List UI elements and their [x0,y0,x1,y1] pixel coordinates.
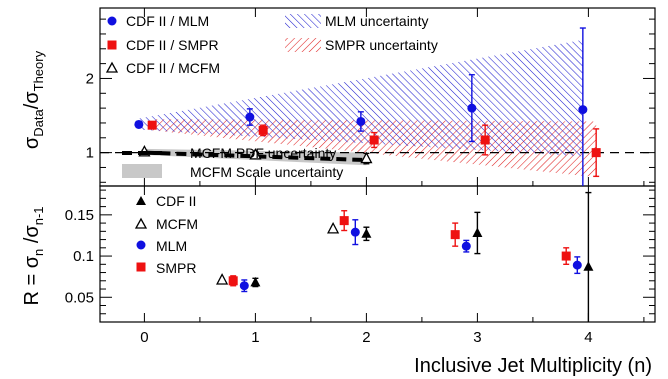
legend-label-smpr-uncertainty: SMPR uncertainty [325,37,438,53]
legend-marker-smpr [136,262,146,272]
cdf-ii-smpr-point [480,135,490,145]
x-tick-label: 2 [362,329,370,346]
legend-label-mlm: MLM [156,238,187,254]
smpr-point [561,251,571,261]
bottom-legend: CDF II MCFM MLM SMPR [134,193,198,276]
mlm-uncertainty-band [138,39,583,157]
cdf-ii-mcfm-point [249,147,262,160]
bottom-panel-frame [99,185,656,323]
legend-label-cdf: CDF II [156,193,196,209]
legend-marker-cdf-smpr [107,40,117,50]
top-legend: CDF II / MLM CDF II / SMPR CDF II / MCFM… [105,13,438,180]
x-axis-label: Inclusive Jet Multiplicity (n) [414,355,652,377]
x-tick-label: 3 [473,329,481,346]
x-tick-label: 4 [584,329,592,346]
legend-label-cdf-smpr: CDF II / SMPR [126,37,219,53]
legend-label-mlm-uncertainty: MLM uncertainty [325,13,428,29]
cdf-ii-mlm-point [245,112,255,122]
cdf-ii-smpr-point [147,120,157,130]
mlm-point [239,281,249,291]
cdf-ii-point [472,227,483,237]
cdf-ii-point [250,276,261,287]
legend-label-smpr: SMPR [156,260,196,276]
mcfm-pdf-uncertainty-line [144,150,367,163]
cdf-ii-point [583,261,594,271]
cdf-ii-mlm-point [578,105,588,115]
cdf-ii-mcfm-point [360,151,373,164]
legend-marker-cdf [136,196,146,205]
legend-swatch-mcfm-scale [122,164,162,178]
cdf-ii-smpr-point [591,148,601,158]
legend-marker-cdf-mlm [107,16,117,26]
smpr-point [228,276,238,286]
legend-label-mcfm-pdf: MCFM PDF uncertainty [190,145,336,161]
cdf-ii-smpr-point [369,135,379,145]
bottom-y-tick-label: 0.05 [65,289,94,306]
legend-marker-mcfm [134,217,148,229]
legend-swatch-mlm-uncertainty [285,14,321,28]
smpr-point [450,230,460,240]
legend-label-mcfm-scale: MCFM Scale uncertainty [190,164,343,180]
legend-marker-cdf-mcfm [105,61,119,73]
top-y-tick-label: 1 [86,145,94,162]
top-y-axis-label: σData/σTheory [21,50,46,149]
legend-label-cdf-mcfm: CDF II / MCFM [126,60,220,76]
bottom-y-axis-label: R = σn /σn-1 [21,206,46,305]
x-tick-label: 1 [251,329,259,346]
cdf-ii-mlm-point [134,119,144,129]
mcfm-point [327,221,340,234]
bottom-y-tick-label: 0.15 [65,207,94,224]
legend-label-cdf-mlm: CDF II / MLM [126,13,209,29]
cdf-ii-mlm-point [467,103,477,113]
mlm-point [461,241,471,251]
legend-swatch-smpr-uncertainty [285,38,321,52]
mlm-point [350,227,360,237]
cdf-ii-point [361,228,372,238]
x-tick-label: 0 [140,329,148,346]
mcfm-point [216,273,229,285]
cdf-ii-smpr-point [258,125,268,135]
bottom-y-tick-label: 0.1 [73,248,94,265]
legend-label-mcfm: MCFM [156,216,198,232]
mlm-point [572,260,582,270]
legend-marker-mlm [136,240,146,250]
cdf-ii-mlm-point [356,116,366,126]
smpr-point [339,216,349,226]
top-y-tick-label: 2 [86,70,94,87]
